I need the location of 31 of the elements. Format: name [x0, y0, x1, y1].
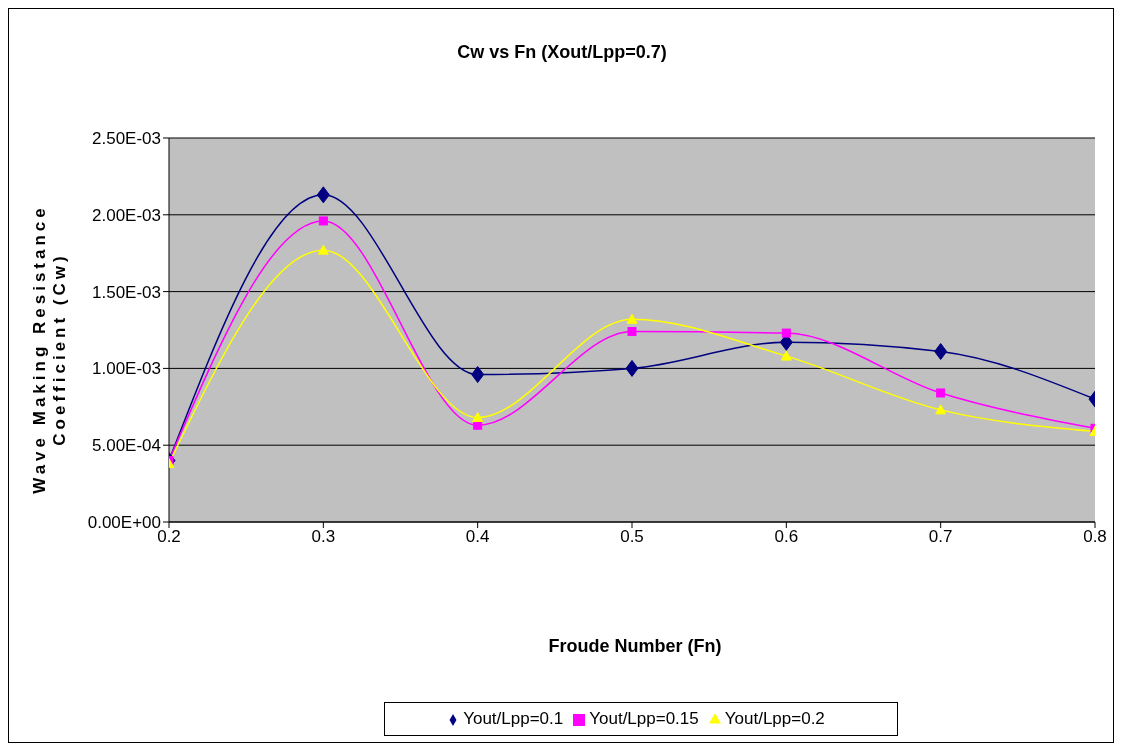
- x-tick-label: 0.7: [928, 527, 953, 547]
- y-axis-title: Wave Making Resistance Coefficient (Cw): [30, 204, 69, 494]
- chart-title: Cw vs Fn (Xout/Lpp=0.7): [456, 42, 668, 63]
- y-tick-label: 1.00E-03: [92, 359, 161, 379]
- y-tick-label: 2.00E-03: [92, 205, 161, 225]
- legend-label: Yout/Lpp=0.2: [724, 709, 825, 728]
- x-tick-label: 0.2: [157, 527, 181, 547]
- point: [318, 216, 328, 226]
- point: [627, 327, 637, 337]
- legend-label: Yout/Lpp=0.1: [463, 709, 564, 728]
- x-tick-label: 0.3: [311, 527, 336, 547]
- point: [780, 350, 792, 361]
- x-tick-label: 0.4: [465, 527, 490, 547]
- point: [935, 404, 947, 415]
- y-tick-label: 1.50E-03: [92, 282, 161, 302]
- x-tick-label: 0.8: [1083, 527, 1107, 547]
- point: [471, 366, 485, 384]
- x-tick-label: 0.5: [620, 527, 644, 547]
- point: [936, 388, 946, 398]
- point: [472, 412, 484, 423]
- point: [625, 359, 639, 377]
- legend-label: Yout/Lpp=0.15: [589, 709, 699, 728]
- point: [317, 244, 329, 255]
- y-tick-label: 5.00E-04: [92, 436, 161, 456]
- point: [934, 343, 948, 360]
- y-tick-label: 2.50E-03: [92, 129, 161, 149]
- point: [316, 186, 330, 204]
- point: [626, 313, 638, 324]
- x-axis-title: Froude Number (Fn): [547, 636, 723, 657]
- x-tick-label: 0.6: [774, 527, 799, 547]
- point: [781, 328, 791, 338]
